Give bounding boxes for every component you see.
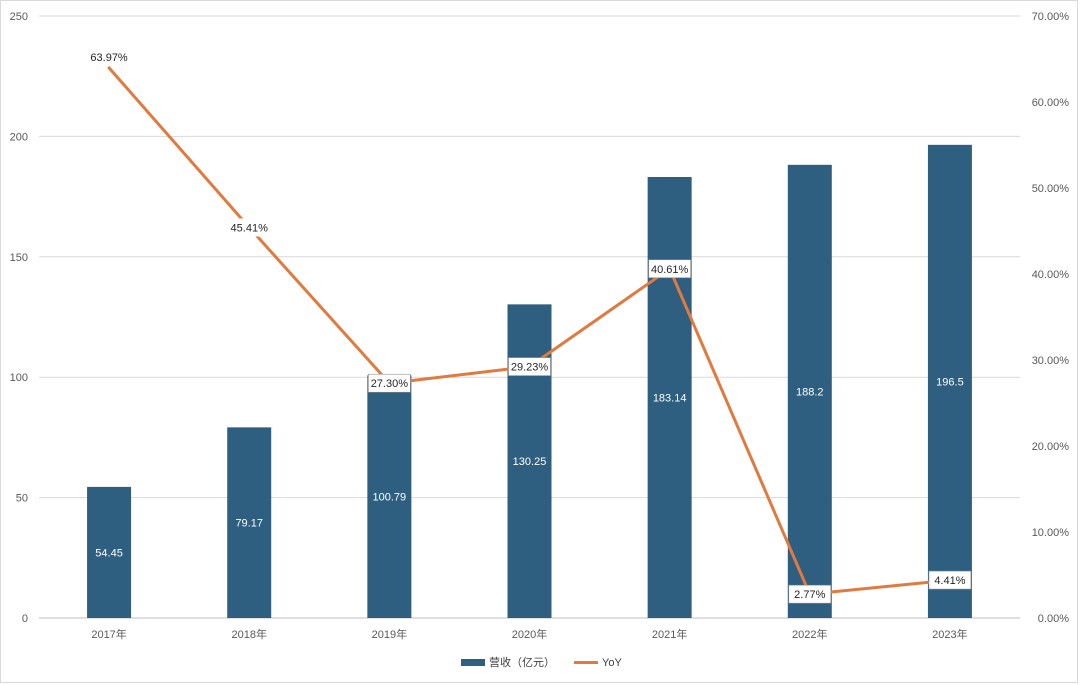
left-tick-label: 100: [10, 372, 28, 384]
revenue-bars: [87, 144, 972, 619]
yoy-label-box: [227, 218, 272, 237]
x-tick-label: 2023年: [932, 627, 967, 641]
yoy-data-label: 40.61%: [651, 264, 689, 276]
right-tick-label: 60.00%: [1032, 97, 1070, 109]
right-axis-ticks: 0.00% 10.00% 20.00% 30.00% 40.00% 50.00% 60.00…: [1032, 11, 1070, 625]
revenue-bar: [87, 486, 132, 618]
left-tick-label: 250: [10, 11, 28, 23]
x-tick-label: 2018年: [231, 627, 266, 641]
revenue-bar-label: 130.25: [513, 456, 547, 468]
yoy-labels: 63.97% 45.41% 27.30% 29.23% 40.61% 2.77% 4.41%: [90, 52, 972, 604]
legend-label-yoy: YoY: [602, 657, 622, 669]
revenue-bar: [787, 164, 832, 619]
left-tick-label: 50: [16, 493, 28, 505]
revenue-bar-label: 188.2: [796, 386, 824, 398]
yoy-label-box: [508, 357, 551, 376]
yoy-label-box: [928, 570, 972, 590]
revenue-bar: [367, 375, 412, 618]
gridlines: [39, 15, 1020, 619]
x-tick-label: 2019年: [372, 627, 407, 641]
yoy-data-label: 63.97%: [90, 52, 128, 64]
x-tick-label: 2021年: [652, 627, 687, 641]
x-tick-label: 2020年: [512, 627, 547, 641]
left-axis-ticks: 0 50 100 150 200 250: [10, 11, 28, 625]
yoy-data-label: 4.41%: [934, 575, 965, 587]
right-tick-label: 50.00%: [1032, 183, 1070, 195]
left-tick-label: 150: [10, 252, 28, 264]
right-tick-label: 0.00%: [1038, 613, 1069, 625]
right-tick-label: 70.00%: [1032, 11, 1070, 23]
x-axis-ticks: 2017年 2018年 2019年 2020年 2021年 2022年 2023年: [91, 627, 967, 641]
legend: 营收（亿元） YoY: [461, 655, 622, 669]
left-tick-label: 0: [22, 613, 28, 625]
yoy-label-box: [788, 584, 832, 604]
right-tick-label: 10.00%: [1032, 527, 1070, 539]
yoy-data-label: 45.41%: [231, 222, 269, 234]
left-tick-label: 200: [10, 131, 28, 143]
revenue-bar-label: 196.5: [936, 376, 964, 388]
yoy-data-label: 29.23%: [511, 362, 549, 374]
yoy-data-label: 27.30%: [371, 378, 409, 390]
revenue-bar-label: 54.45: [95, 547, 123, 559]
revenue-bar: [647, 176, 692, 618]
revenue-bar-label: 79.17: [235, 518, 263, 530]
yoy-label-box: [368, 373, 411, 393]
revenue-bar: [227, 427, 272, 618]
right-tick-label: 20.00%: [1032, 441, 1070, 453]
x-tick-label: 2022年: [792, 627, 827, 641]
revenue-bar-label: 183.14: [653, 392, 687, 404]
right-tick-label: 40.00%: [1032, 269, 1070, 281]
revenue-bar: [927, 144, 972, 618]
revenue-bar-labels: 54.45 79.17 100.79 130.25 183.14 188.2 196.5: [95, 376, 963, 559]
yoy-data-label: 2.77%: [794, 589, 825, 601]
revenue-bar-label: 100.79: [373, 492, 407, 504]
right-tick-label: 30.00%: [1032, 355, 1070, 367]
legend-swatch-revenue: [461, 659, 485, 666]
x-tick-label: 2017年: [91, 627, 126, 641]
legend-label-revenue: 营收（亿元）: [489, 655, 555, 669]
yoy-label-box: [648, 259, 691, 279]
